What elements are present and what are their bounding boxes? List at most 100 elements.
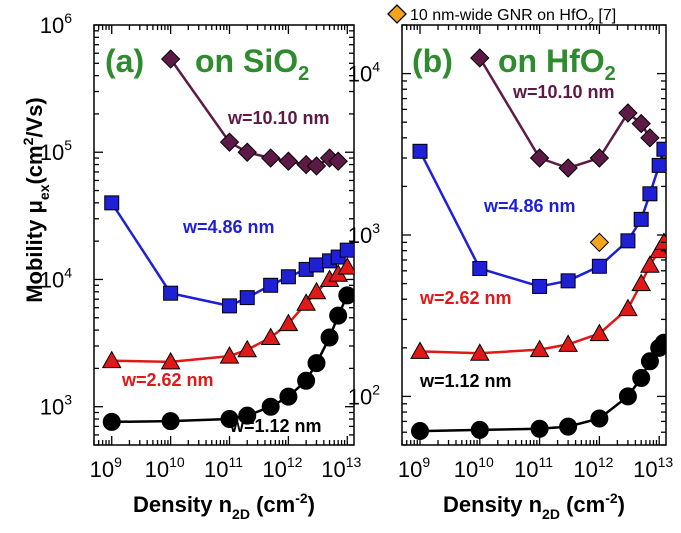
series-group-b bbox=[410, 48, 666, 441]
x-tick-label-a-2: 1011 bbox=[204, 454, 243, 482]
extra-data-point bbox=[589, 232, 610, 253]
series-line-b-1 bbox=[418, 148, 666, 288]
data-point-b-0-5 bbox=[631, 113, 651, 134]
data-point-b-1-9 bbox=[656, 141, 666, 157]
plot-area-b bbox=[410, 48, 666, 441]
data-point-b-3-2 bbox=[530, 419, 549, 438]
data-point-a-2-3 bbox=[237, 339, 258, 358]
series-label-a-2: w=2.62 nm bbox=[121, 370, 214, 390]
data-point-b-1-3 bbox=[560, 273, 576, 289]
y-tick-label-a-1: 104 bbox=[40, 264, 72, 292]
data-point-a-1-5 bbox=[280, 269, 296, 285]
data-point-b-3-1 bbox=[470, 420, 489, 439]
data-point-a-3-2 bbox=[220, 410, 239, 429]
panel-label-a: (a) bbox=[105, 43, 144, 79]
ticks-group-b: 109 1010 1011 1012 1013 102 103 104 bbox=[348, 24, 673, 482]
data-point-a-2-10 bbox=[337, 257, 354, 275]
data-point-b-2-6 bbox=[631, 273, 652, 292]
data-point-b-3-9 bbox=[654, 333, 666, 352]
data-point-b-0-4 bbox=[618, 103, 638, 123]
data-point-b-0-3 bbox=[589, 148, 610, 168]
data-point-b-0-2 bbox=[558, 158, 578, 178]
data-point-b-1-4 bbox=[591, 258, 607, 274]
data-point-a-2-6 bbox=[296, 293, 316, 311]
data-point-a-0-8 bbox=[328, 151, 348, 171]
series-label-b-2: w=2.62 nm bbox=[419, 288, 512, 308]
data-point-a-1-4 bbox=[263, 277, 279, 293]
legend-note-text: 10 nm-wide GNR on HfO2 [7] bbox=[410, 7, 616, 28]
data-point-a-3-4 bbox=[261, 397, 280, 416]
data-point-b-2-9 bbox=[654, 232, 666, 250]
data-point-a-1-7 bbox=[308, 257, 324, 273]
data-point-a-1-0 bbox=[104, 195, 120, 211]
data-point-a-2-7 bbox=[306, 281, 327, 300]
data-point-b-3-5 bbox=[618, 387, 637, 406]
data-point-a-1-3 bbox=[239, 290, 255, 306]
y-axis-title: Mobility μex(cm2/Vs) bbox=[20, 97, 52, 303]
data-point-b-0-0 bbox=[470, 48, 490, 68]
x-tick-label-a-3: 1012 bbox=[262, 454, 302, 482]
data-point-b-1-7 bbox=[642, 186, 658, 202]
panel-a: 109 1010 1011 1012 1013 103 104 105 106 (a) on S… bbox=[40, 10, 362, 522]
data-point-a-3-1 bbox=[161, 412, 180, 431]
x-tick-label-b-0: 109 bbox=[398, 454, 430, 482]
data-point-a-3-9 bbox=[329, 306, 348, 325]
x-tick-label-b-2: 1011 bbox=[514, 454, 553, 482]
x-tick-label-a-1: 1010 bbox=[145, 454, 185, 482]
data-point-b-2-5 bbox=[618, 298, 638, 317]
data-point-a-3-10 bbox=[338, 286, 354, 305]
data-point-b-2-3 bbox=[558, 334, 578, 352]
series-label-a-10: w=10.10 nm bbox=[227, 108, 330, 128]
data-point-a-3-7 bbox=[307, 354, 326, 373]
data-point-b-2-1 bbox=[469, 343, 490, 361]
x-tick-label-a-4: 1013 bbox=[321, 454, 361, 482]
x-tick-label-b-4: 1013 bbox=[633, 454, 673, 482]
data-point-a-3-6 bbox=[297, 371, 316, 390]
y-tick-label-b-1: 103 bbox=[348, 220, 380, 248]
data-point-a-3-5 bbox=[279, 387, 298, 406]
x-axis-title-b: Density n2D (cm-2) bbox=[443, 490, 625, 522]
data-point-b-1-2 bbox=[532, 278, 548, 294]
data-point-b-0-6 bbox=[640, 128, 660, 148]
data-point-a-0-3 bbox=[260, 148, 281, 168]
panel-b: 109 1010 1011 1012 1013 102 103 104 (b) on HfO2… bbox=[348, 4, 673, 522]
y-tick-label-a-2: 105 bbox=[40, 137, 72, 165]
data-point-b-3-3 bbox=[559, 417, 578, 436]
x-tick-label-b-1: 1010 bbox=[454, 454, 494, 482]
data-point-a-2-1 bbox=[160, 351, 181, 370]
data-point-a-2-2 bbox=[219, 346, 240, 364]
y-tick-label-b-2: 104 bbox=[348, 59, 380, 87]
substrate-label-b: on HfO2 bbox=[498, 43, 616, 85]
data-point-b-3-7 bbox=[640, 352, 659, 371]
data-point-b-2-0 bbox=[410, 341, 430, 359]
data-point-b-0-1 bbox=[529, 148, 550, 168]
data-point-a-2-5 bbox=[278, 313, 299, 332]
x-tick-label-a-0: 109 bbox=[90, 454, 122, 482]
data-point-a-0-0 bbox=[160, 49, 181, 69]
series-label-b-10: w=10.10 nm bbox=[512, 82, 615, 102]
data-point-b-1-6 bbox=[633, 211, 649, 227]
data-point-b-3-6 bbox=[632, 369, 651, 388]
data-point-b-2-7 bbox=[640, 255, 660, 273]
data-point-a-2-4 bbox=[260, 327, 281, 345]
y-tick-label-a-3: 106 bbox=[40, 10, 72, 38]
series-label-b-1: w=1.12 nm bbox=[419, 371, 512, 391]
data-point-a-3-8 bbox=[320, 328, 339, 347]
series-group-a bbox=[101, 49, 354, 431]
data-point-a-1-1 bbox=[163, 285, 179, 301]
substrate-label-a: on SiO2 bbox=[195, 43, 309, 85]
data-point-a-2-0 bbox=[101, 350, 122, 369]
data-point-a-0-4 bbox=[278, 151, 299, 171]
data-point-a-0-1 bbox=[219, 132, 240, 152]
x-tick-label-b-3: 1012 bbox=[573, 454, 613, 482]
data-point-b-1-0 bbox=[412, 143, 428, 159]
data-point-b-3-4 bbox=[590, 409, 609, 428]
data-point-b-1-5 bbox=[620, 233, 636, 249]
data-point-b-2-4 bbox=[589, 323, 610, 342]
data-point-b-2-2 bbox=[529, 339, 550, 358]
data-point-a-3-3 bbox=[238, 406, 257, 425]
y-tick-label-b-0: 102 bbox=[348, 381, 380, 409]
series-label-a-4: w=4.86 nm bbox=[182, 217, 275, 237]
plot-area-a bbox=[101, 49, 354, 431]
